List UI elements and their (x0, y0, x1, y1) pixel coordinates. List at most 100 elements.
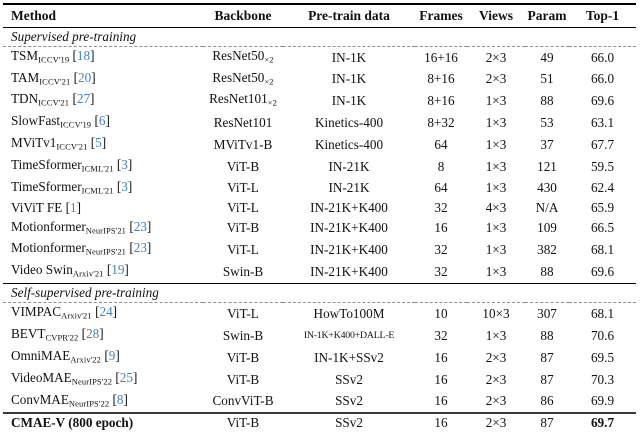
table-body: Supervised pre-training TSMICCV'19 [18] Re… (3, 27, 636, 436)
backbone-name: ViT-L (227, 242, 259, 258)
column-header-method: Method (11, 7, 56, 23)
param-cell: 86 (540, 393, 554, 409)
backbone-name: ConvViT-B (212, 434, 273, 436)
views-cell: 1×3 (485, 327, 507, 343)
views-cell: 1×3 (485, 93, 507, 109)
param-cell: 109 (537, 220, 557, 236)
column-header-param: Param (527, 7, 567, 23)
citation-ref[interactable]: 28 (86, 326, 100, 342)
citation-ref[interactable]: 1 (70, 200, 77, 216)
method-name: Video Swin (11, 262, 73, 278)
citation-bracket-close: ] (127, 156, 133, 172)
backbone-cell: ViT-B (203, 347, 283, 369)
citation-bracket-close: ] (146, 218, 152, 234)
pretrain-cell: IN-21K (328, 180, 370, 196)
section-label: Self-supervised pre-training (11, 285, 159, 301)
citation-bracket-close: ] (90, 91, 95, 107)
pretrain-cell: SSv2 (283, 433, 415, 436)
citation-ref[interactable]: 3 (121, 178, 128, 194)
backbone-name: ViT-B (226, 371, 260, 387)
param-cell: 121 (537, 158, 557, 174)
top1-cell: 59.5 (590, 158, 615, 174)
param-cell: 51 (540, 71, 554, 87)
views-cell: 1×3 (485, 180, 507, 196)
citation-ref[interactable]: 8 (116, 391, 124, 407)
table-row: MViTv1ICCV'21 [5] MViTv1-B Kinetics-400 64 1… (3, 134, 636, 156)
table-row: SlowFastICCV'19 [6] ResNet101 Kinetics-400… (3, 112, 636, 134)
method-name: VIMPAC (11, 304, 62, 320)
frames-cell: 32 (434, 327, 448, 343)
citation-ref[interactable]: 24 (99, 304, 113, 320)
views-cell: 1×3 (485, 264, 507, 280)
pretrain-cell: IN-1K (331, 49, 367, 65)
backbone-cell: ViT-B (203, 369, 283, 391)
backbone-name: Swin-B (222, 264, 264, 280)
backbone-cell: ConvViT-B (203, 433, 283, 436)
venue-subscript: ICCV'19 (60, 119, 92, 130)
citation-ref[interactable]: 23 (133, 240, 147, 256)
backbone-name: ResNet50 (212, 47, 265, 63)
pretrain-cell: IN-21K+K400 (310, 200, 388, 216)
backbone-cell: ViT-L (203, 178, 283, 200)
citation-ref[interactable]: 5 (95, 134, 102, 150)
citation-bracket-close: ] (91, 69, 96, 85)
citation-ref[interactable]: 3 (121, 156, 128, 172)
venue-subscript: NeurIPS'21 (85, 225, 127, 236)
table-row: Video SwinArxiv'21 [19] Swin-B IN-21K+K400… (3, 261, 636, 283)
pretrain-cell: IN-1K+SSv2 (314, 349, 384, 365)
citation-ref[interactable]: 6 (98, 113, 106, 129)
backbone-name: ResNet101 (209, 91, 268, 107)
citation-ref[interactable]: 27 (76, 91, 91, 107)
pretrain-cell: IN-1K+K400+DALL-E (303, 329, 395, 341)
backbone-cell: ResNet50×2 (203, 46, 283, 68)
param-cell: N/A (535, 200, 559, 216)
top1-cell: 66.0 (590, 49, 615, 65)
views-cell: 2×3 (467, 433, 525, 436)
citation-bracket-open: [ (113, 156, 122, 172)
frames-cell: 64 (434, 136, 448, 152)
views-cell: 10×3 (482, 306, 510, 322)
citation-ref[interactable]: 18 (76, 47, 91, 63)
method-cell: TimeSformerICML'21 [3] (3, 178, 203, 200)
citation-bracket-close: ] (124, 262, 129, 278)
citation-ref[interactable]: 19 (111, 262, 125, 278)
backbone-name: ViT-L (227, 306, 259, 322)
frames-cell: 8 (437, 158, 445, 174)
venue-subscript: NeurIPS'21 (85, 246, 127, 257)
pretrain-cell: Kinetics-400 (314, 114, 384, 130)
table-row: BEVTCVPR'22 [28] Swin-B IN-1K+K400+DALL-E 3… (3, 325, 636, 347)
method-name: OmniMAE (11, 347, 71, 363)
top1-cell: 67.7 (590, 136, 615, 152)
citation-ref[interactable]: 25 (119, 369, 133, 385)
param-cell: 87 (540, 415, 554, 431)
frames-cell: 16 (434, 415, 448, 431)
top1-cell: 63.1 (590, 114, 615, 130)
venue-subscript: ICCV'21 (38, 97, 70, 108)
top1-cell: 69.5 (590, 349, 615, 365)
backbone-cell: ViT-L (203, 239, 283, 261)
pretrain-cell: SSv2 (335, 415, 363, 431)
citation-bracket-open: [ (69, 47, 77, 63)
method-name: SlowFast (11, 113, 61, 129)
method-cell: ConvMAENeurIPS'22 [8] (3, 391, 203, 414)
table-row: OmniMAEArxiv'22 [9] ViT-B IN-1K+SSv2 16 2×3 8… (3, 347, 636, 369)
frames-cell: 32 (434, 264, 448, 280)
citation-ref[interactable]: 23 (133, 218, 147, 234)
section-header-row: Self-supervised pre-training (3, 283, 636, 303)
citation-bracket-open: [ (126, 240, 134, 256)
table-row: TimeSformerICML'21 [3] ViT-L IN-21K 64 1×3 43… (3, 178, 636, 200)
citation-ref[interactable]: 9 (108, 347, 116, 363)
top1-cell: 71.1 (569, 433, 636, 436)
param-cell: 37 (540, 136, 554, 152)
method-cell: BEVTCVPR'22 [28] (3, 325, 203, 347)
citation-bracket-open: [ (91, 304, 100, 320)
citation-ref[interactable]: 20 (78, 69, 92, 85)
pretrain-cell: SSv2 (335, 393, 363, 409)
citation-bracket-close: ] (127, 178, 133, 194)
backbone-cell: ViT-L (203, 199, 283, 217)
backbone-cell: ViT-B (203, 413, 283, 432)
pretrain-cell: IN-1K (331, 93, 367, 109)
param-cell: 49 (540, 49, 554, 65)
venue-subscript: NeurIPS'22 (71, 376, 113, 387)
param-cell: 53 (540, 114, 554, 130)
